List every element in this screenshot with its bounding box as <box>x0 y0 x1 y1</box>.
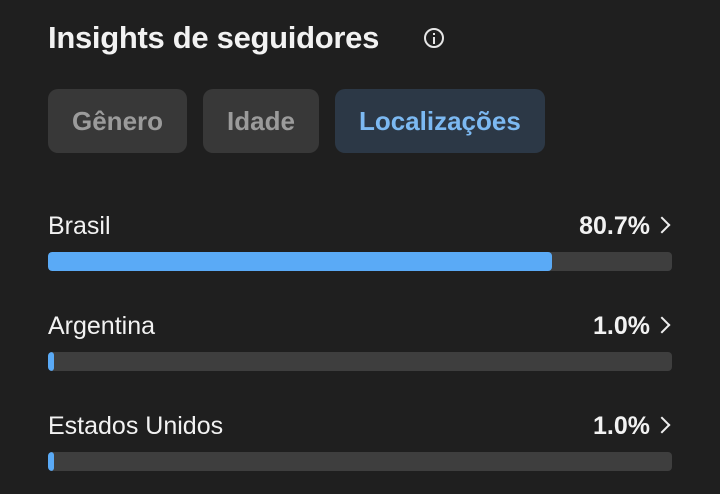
percent-label: 1.0% <box>593 312 650 340</box>
chevron[interactable] <box>653 216 671 234</box>
chevron[interactable] <box>653 316 671 334</box>
tab[interactable]: Idade <box>203 89 319 153</box>
percent-label: 1.0% <box>593 412 650 440</box>
bar <box>48 352 55 371</box>
location-row[interactable]: Argentina 1.0% <box>48 312 672 392</box>
tab[interactable]: Gênero <box>48 89 188 153</box>
tab-bar: Gênero Idade Localizações <box>48 89 545 153</box>
bar <box>48 252 552 271</box>
bar-track <box>48 352 672 371</box>
bar-track <box>48 252 672 271</box>
location-row[interactable]: Brasil 80.7% <box>48 212 672 292</box>
tab[interactable]: Localizações <box>334 89 545 153</box>
location-name: Estados Unidos <box>48 412 224 440</box>
location-row[interactable]: Estados Unidos 1.0% <box>48 412 672 492</box>
location-name: Brasil <box>48 212 111 240</box>
location-name: Argentina <box>48 312 156 340</box>
percent-label: 80.7% <box>579 212 650 240</box>
title: Insights de seguidores <box>48 20 380 55</box>
bar-track <box>48 452 672 471</box>
chevron[interactable] <box>653 416 671 434</box>
info-icon[interactable] <box>424 28 444 48</box>
bar <box>48 452 55 471</box>
